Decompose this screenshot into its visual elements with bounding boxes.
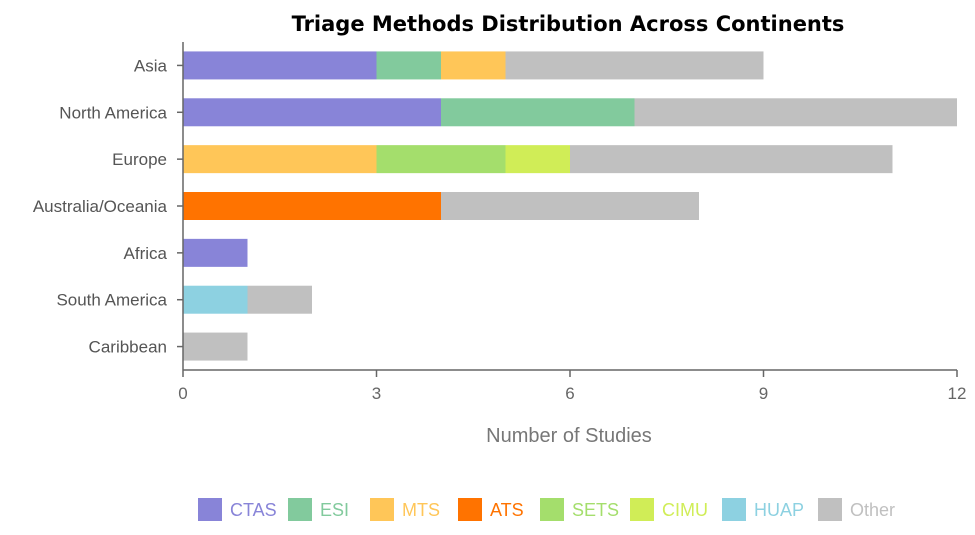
bar-other-europe (570, 145, 893, 174)
legend-label: ATS (490, 500, 524, 520)
bar-ats-australia-oceania (183, 192, 441, 220)
legend-swatch (540, 498, 564, 521)
bar-other-caribbean (183, 332, 248, 361)
legend-item-sets[interactable]: SETS (540, 498, 619, 521)
bar-mts-europe (183, 145, 377, 174)
y-tick-label: Asia (134, 56, 168, 75)
legend-label: HUAP (754, 500, 804, 520)
bar-other-north-america (634, 98, 957, 127)
legend-label: CTAS (230, 500, 277, 520)
legend-label: Other (850, 500, 895, 520)
y-tick-label: Caribbean (89, 338, 167, 357)
bar-huap-south-america (183, 285, 248, 314)
x-axis-label: Number of Studies (486, 425, 652, 447)
bar-sets-europe (376, 145, 506, 174)
bar-other-south-america (247, 285, 312, 314)
legend-swatch (630, 498, 654, 521)
y-tick-label: Africa (124, 244, 168, 263)
x-tick-label: 3 (372, 384, 381, 403)
axes-group: Asia North America Europe Australia/Oceania… (33, 42, 967, 403)
y-tick-label: North America (59, 103, 167, 122)
legend-swatch (370, 498, 394, 521)
legend-item-huap[interactable]: HUAP (722, 498, 804, 521)
bars-group (183, 51, 957, 361)
bar-ctas-asia (183, 51, 377, 80)
bar-cimu-europe (505, 145, 570, 174)
legend-label: MTS (402, 500, 440, 520)
legend-swatch (198, 498, 222, 521)
x-tick-label: 12 (948, 384, 967, 403)
y-tick-label: South America (56, 291, 167, 310)
y-tick-label: Australia/Oceania (33, 197, 168, 216)
bar-other-asia (505, 51, 764, 80)
legend-label: SETS (572, 500, 619, 520)
legend-label: ESI (320, 500, 349, 520)
legend-item-esi[interactable]: ESI (288, 498, 349, 521)
bar-other-australia-oceania (441, 192, 699, 220)
x-tick-label: 9 (759, 384, 768, 403)
bar-esi-north-america (441, 98, 635, 127)
bar-ctas-north-america (183, 98, 441, 127)
x-tick-label: 6 (565, 384, 574, 403)
legend-swatch (288, 498, 312, 521)
bar-esi-asia (376, 51, 441, 80)
legend-swatch (458, 498, 482, 521)
y-tick-label: Europe (112, 150, 167, 169)
legend-item-cimu[interactable]: CIMU (630, 498, 708, 521)
legend-item-other[interactable]: Other (818, 498, 895, 521)
legend-item-mts[interactable]: MTS (370, 498, 440, 521)
chart-title: Triage Methods Distribution Across Conti… (292, 12, 845, 36)
legend-item-ctas[interactable]: CTAS (198, 498, 277, 521)
legend-swatch (818, 498, 842, 521)
legend-swatch (722, 498, 746, 521)
legend: CTAS ESI MTS ATS SETS CIMU HUAP Other (198, 498, 895, 521)
bar-ctas-africa (183, 238, 248, 267)
bar-mts-asia (441, 51, 506, 80)
x-tick-label: 0 (178, 384, 187, 403)
legend-item-ats[interactable]: ATS (458, 498, 524, 521)
legend-label: CIMU (662, 500, 708, 520)
